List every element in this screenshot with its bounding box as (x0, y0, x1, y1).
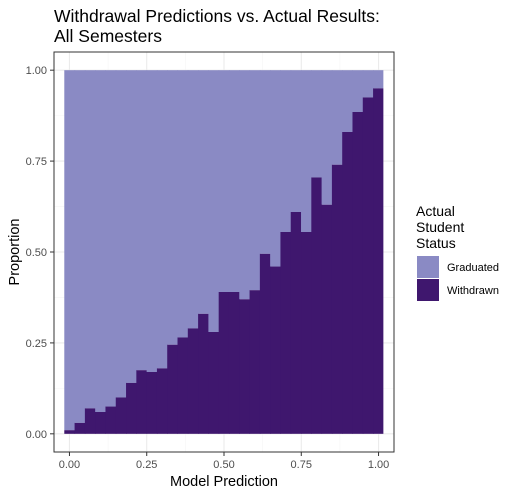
legend-swatch-graduated (417, 256, 439, 278)
bar-graduated (301, 70, 312, 232)
legend-swatch-withdrawn (417, 279, 439, 301)
y-tick-label: 0.00 (26, 429, 47, 441)
bar-graduated (321, 70, 333, 205)
bar-withdrawn (301, 232, 312, 434)
bar-graduated (146, 70, 158, 372)
bar-withdrawn (115, 397, 127, 434)
bar-graduated (239, 70, 251, 300)
legend: Actual Student Status Graduated Withdraw… (416, 203, 499, 301)
bar-withdrawn (64, 430, 76, 434)
bar-graduated (218, 70, 230, 292)
y-axis-title: Proportion (7, 219, 23, 286)
bar-withdrawn (290, 212, 302, 434)
bar-withdrawn (84, 408, 96, 434)
bar-graduated (115, 70, 127, 398)
bar-withdrawn (280, 232, 292, 434)
y-tick-label: 0.25 (26, 338, 47, 350)
legend-title-line-3: Status (416, 235, 456, 251)
chart-title-line-1: Withdrawal Predictions vs. Actual Result… (54, 6, 380, 26)
bar-graduated (126, 70, 137, 383)
bar-withdrawn (167, 344, 179, 434)
bar-withdrawn (146, 372, 158, 434)
chart-title-line-2: All Semesters (54, 26, 162, 46)
bar-graduated (105, 70, 117, 407)
legend-label-graduated: Graduated (447, 262, 499, 274)
bar-withdrawn (208, 332, 220, 434)
x-tick-label: 1.00 (368, 459, 389, 471)
bar-withdrawn (74, 422, 86, 434)
bar-withdrawn (95, 412, 106, 434)
x-tick-label: 0.50 (213, 459, 234, 471)
bar-withdrawn (321, 204, 333, 434)
bar-withdrawn (187, 328, 199, 434)
bar-graduated (342, 70, 353, 132)
bar-withdrawn (342, 132, 353, 434)
bar-withdrawn (362, 97, 374, 434)
bar-graduated (290, 70, 302, 212)
bar-withdrawn (218, 292, 230, 434)
legend-title-line-2: Student (416, 219, 464, 235)
bar-graduated (136, 70, 148, 371)
bar-graduated (198, 70, 209, 314)
bar-graduated (187, 70, 199, 329)
bar-withdrawn (249, 290, 261, 434)
bar-graduated (352, 70, 364, 112)
bar-graduated (270, 70, 281, 267)
bar-withdrawn (311, 177, 323, 434)
bar-withdrawn (136, 370, 148, 434)
bar-graduated (156, 70, 168, 369)
x-axis-title: Model Prediction (170, 474, 278, 490)
bar-withdrawn (259, 253, 271, 434)
bar-withdrawn (156, 368, 168, 434)
bar-graduated (167, 70, 179, 345)
bar-graduated (228, 70, 240, 292)
bar-withdrawn (228, 292, 240, 434)
y-tick-label: 0.75 (26, 156, 47, 168)
bar-graduated (74, 70, 86, 423)
bar-graduated (311, 70, 323, 178)
bar-graduated (331, 70, 343, 165)
x-tick-label: 0.00 (59, 459, 80, 471)
y-axis: 0.00 0.25 0.50 0.75 1.00 (26, 65, 54, 441)
bars-layer (64, 70, 384, 434)
x-tick-label: 0.75 (291, 459, 312, 471)
bar-graduated (64, 70, 76, 431)
bar-withdrawn (270, 266, 281, 434)
legend-label-withdrawn: Withdrawn (447, 285, 499, 297)
bar-graduated (95, 70, 106, 412)
bar-graduated (249, 70, 261, 291)
y-tick-label: 0.50 (26, 247, 47, 259)
bar-graduated (208, 70, 220, 332)
bar-withdrawn (126, 382, 137, 434)
y-tick-label: 1.00 (26, 65, 47, 77)
bar-withdrawn (373, 88, 384, 434)
bar-graduated (373, 70, 384, 89)
bar-withdrawn (239, 299, 251, 434)
bar-graduated (280, 70, 292, 232)
bar-withdrawn (177, 337, 189, 434)
bar-graduated (362, 70, 374, 98)
bar-graduated (177, 70, 189, 338)
legend-title-line-1: Actual (416, 203, 455, 219)
bar-withdrawn (198, 313, 209, 434)
bar-graduated (84, 70, 96, 409)
x-axis: 0.00 0.25 0.50 0.75 1.00 (59, 452, 389, 471)
bar-withdrawn (105, 406, 117, 434)
bar-withdrawn (352, 112, 364, 434)
x-tick-label: 0.25 (136, 459, 157, 471)
bar-withdrawn (331, 164, 343, 434)
bar-graduated (259, 70, 271, 254)
